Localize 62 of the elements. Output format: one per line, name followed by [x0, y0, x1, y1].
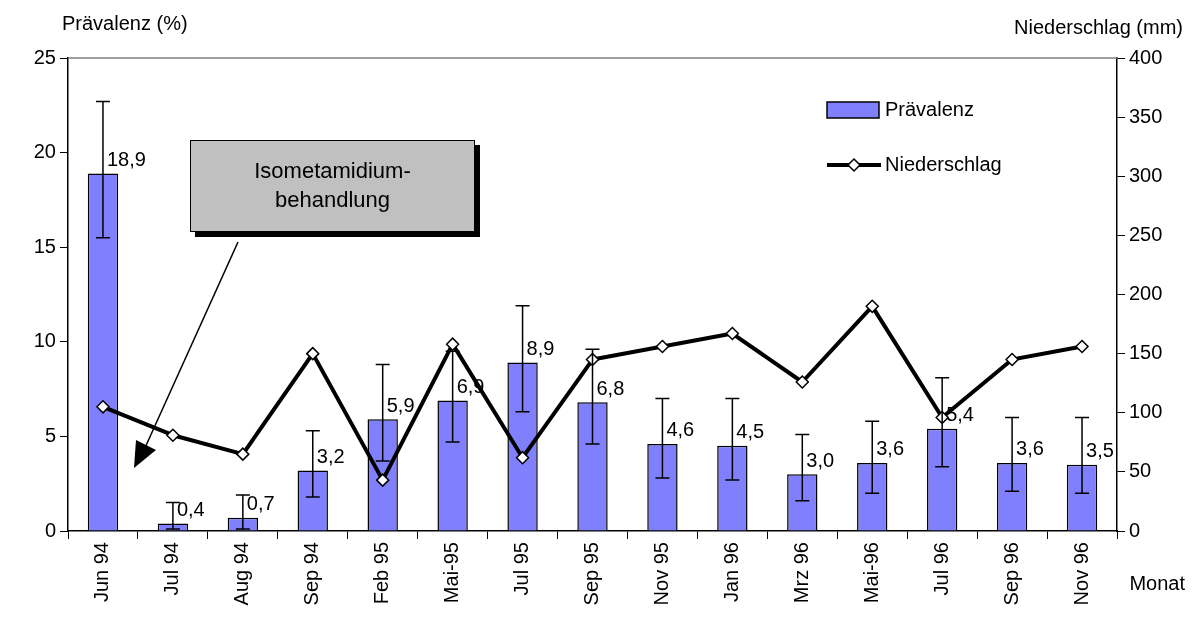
point: [795, 375, 810, 389]
x-tick-label: Jan 96: [719, 542, 742, 603]
data-label: 0,7: [246, 492, 275, 515]
legend-label: Prävalenz: [885, 97, 974, 120]
data-label: 18,9: [106, 147, 146, 170]
y2-tick-label: 50: [1129, 459, 1152, 482]
x-tick-label: Sep 94: [300, 542, 323, 606]
y-tick-label: 15: [33, 234, 56, 257]
data-label: 0,4: [176, 497, 205, 520]
y-tick-label: 25: [33, 45, 56, 68]
x-tick-label: Mai-96: [859, 542, 882, 604]
y2-tick-label: 0: [1129, 518, 1141, 541]
data-label: 4,6: [666, 418, 695, 441]
y-tick-label: 5: [44, 423, 56, 446]
point: [445, 337, 460, 351]
y-tick-label: 0: [44, 518, 56, 541]
y-tick-label: 20: [33, 140, 56, 163]
y2-tick-label: 200: [1129, 282, 1163, 305]
x-tick-label: Jul 94: [160, 542, 183, 596]
y2-tick-label: 250: [1129, 222, 1163, 245]
data-label: 8,9: [526, 337, 555, 360]
data-label: 3,5: [1086, 439, 1114, 462]
y2-axis-title: Niederschlag (mm): [1014, 16, 1183, 39]
annotation: Isometamidium-behandlung: [253, 157, 412, 214]
x-tick-label: Nov 95: [649, 542, 672, 606]
y-axis-title: Prävalenz (%): [62, 12, 188, 35]
data-label: 6,8: [596, 376, 625, 399]
y2-tick-label: 100: [1129, 400, 1163, 423]
point: [96, 400, 110, 414]
data-label: 3,0: [806, 448, 835, 471]
x-tick-label: Jul 96: [929, 542, 952, 596]
point: [1005, 352, 1019, 367]
y2-tick-label: 150: [1129, 341, 1163, 364]
x-tick-label: Sep 95: [580, 542, 603, 606]
point: [515, 450, 530, 465]
y-tick-label: 10: [33, 329, 56, 352]
x-tick-label: Mrz 96: [789, 542, 812, 604]
point: [1075, 339, 1089, 354]
data-label: 3,2: [316, 444, 345, 467]
legend-label: Niederschlag: [885, 152, 1002, 175]
data-label: 5,9: [386, 393, 415, 416]
point: [306, 346, 320, 361]
data-label: 3,6: [1016, 437, 1044, 460]
y2-tick-label: 350: [1129, 104, 1163, 127]
x-tick-label: Sep 96: [999, 542, 1022, 606]
x-axis-title: Monat: [1129, 572, 1185, 595]
point: [166, 428, 180, 442]
point: [865, 299, 879, 314]
point: [236, 447, 250, 461]
data-label: 4,5: [736, 420, 765, 443]
x-tick-label: Mai-95: [440, 542, 463, 604]
point: [655, 339, 670, 354]
x-tick-label: Feb 95: [370, 542, 393, 605]
x-tick-label: Aug 94: [230, 542, 253, 606]
data-label: 3,6: [876, 437, 905, 460]
x-tick-label: Jun 94: [90, 542, 113, 603]
y2-tick-label: 300: [1129, 163, 1163, 186]
y2-tick-label: 400: [1129, 45, 1163, 68]
point: [375, 473, 390, 487]
x-tick-label: Nov 96: [1069, 542, 1092, 606]
point: [725, 326, 740, 341]
x-tick-label: Jul 95: [510, 542, 533, 596]
